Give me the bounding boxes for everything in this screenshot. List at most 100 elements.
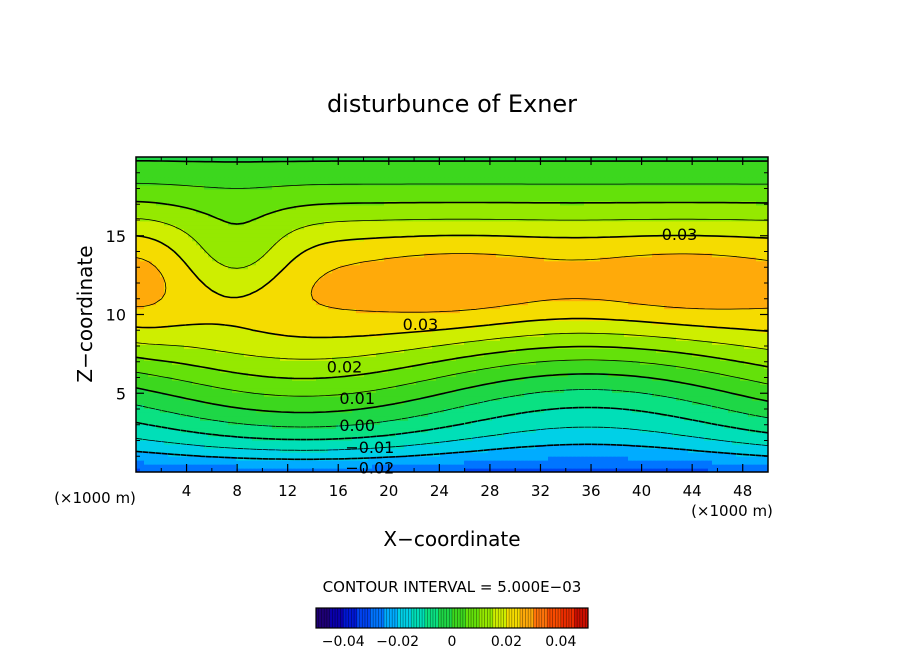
- field-cell: [640, 448, 645, 453]
- field-cell: [172, 456, 177, 461]
- field-cell: [676, 400, 681, 405]
- field-cell: [356, 432, 361, 437]
- field-cell: [336, 400, 341, 405]
- field-cell: [148, 408, 153, 413]
- field-cell: [368, 392, 373, 397]
- field-cell: [348, 360, 353, 365]
- field-cell: [460, 420, 465, 425]
- field-cell: [364, 436, 369, 441]
- field-cell: [360, 376, 365, 381]
- field-cell: [352, 364, 357, 369]
- field-cell: [176, 412, 181, 417]
- field-cell: [280, 388, 285, 393]
- field-cell: [684, 432, 689, 437]
- field-cell: [452, 452, 457, 457]
- field-cell: [412, 412, 417, 417]
- field-cell: [400, 460, 405, 465]
- field-cell: [532, 380, 537, 385]
- field-cell: [732, 404, 737, 409]
- field-cell: [144, 416, 149, 421]
- field-cell: [444, 396, 449, 401]
- field-cell: [716, 468, 721, 472]
- field-cell: [512, 352, 517, 357]
- field-cell: [152, 344, 157, 349]
- field-cell: [268, 440, 273, 445]
- field-cell: [328, 368, 333, 373]
- field-cell: [440, 436, 445, 441]
- field-cell: [268, 448, 273, 453]
- field-cell: [756, 416, 761, 421]
- field-cell: [468, 464, 473, 469]
- field-cell: [212, 344, 217, 349]
- field-cell: [148, 452, 153, 457]
- field-cell: [720, 452, 725, 457]
- field-cell: [636, 352, 641, 357]
- field-cell: [392, 352, 397, 357]
- field-cell: [616, 408, 621, 413]
- field-cell: [620, 384, 625, 389]
- field-cell: [220, 380, 225, 385]
- field-cell: [272, 444, 277, 449]
- field-cell: [484, 444, 489, 449]
- field-cell: [228, 360, 233, 365]
- field-cell: [636, 428, 641, 433]
- field-cell: [440, 388, 445, 393]
- field-cell: [188, 384, 193, 389]
- field-cell: [576, 376, 581, 381]
- field-cell: [252, 364, 257, 369]
- field-cell: [764, 448, 768, 453]
- field-cell: [252, 424, 257, 429]
- field-cell: [500, 360, 505, 365]
- field-cell: [692, 384, 697, 389]
- field-cell: [568, 408, 573, 413]
- field-cell: [304, 468, 309, 472]
- field-cell: [616, 460, 621, 465]
- field-cell: [732, 420, 737, 425]
- field-cell: [568, 440, 573, 445]
- field-cell: [596, 456, 601, 461]
- field-cell: [164, 468, 169, 472]
- field-cell: [540, 372, 545, 377]
- field-cell: [640, 400, 645, 405]
- field-cell: [592, 408, 597, 413]
- field-cell: [272, 416, 277, 421]
- field-cell: [228, 432, 233, 437]
- field-cell: [380, 408, 385, 413]
- field-cell: [452, 468, 457, 472]
- field-cell: [704, 448, 709, 453]
- field-cell: [172, 424, 177, 429]
- field-cell: [292, 436, 297, 441]
- field-cell: [576, 448, 581, 453]
- field-cell: [308, 440, 313, 445]
- field-cell: [264, 356, 269, 361]
- field-cell: [492, 356, 497, 361]
- field-cell: [472, 372, 477, 377]
- field-cell: [176, 436, 181, 441]
- field-cell: [212, 388, 217, 393]
- field-cell: [424, 440, 429, 445]
- field-cell: [308, 356, 313, 361]
- field-cell: [540, 448, 545, 453]
- field-cell: [276, 368, 281, 373]
- field-cell: [176, 432, 181, 437]
- field-cell: [228, 348, 233, 353]
- field-cell: [480, 348, 485, 353]
- field-cell: [464, 368, 469, 373]
- field-cell: [532, 392, 537, 397]
- field-cell: [548, 352, 553, 357]
- field-cell: [468, 432, 473, 437]
- field-cell: [432, 448, 437, 453]
- field-cell: [148, 344, 153, 349]
- field-cell: [304, 360, 309, 365]
- field-cell: [576, 416, 581, 421]
- field-cell: [188, 400, 193, 405]
- field-cell: [716, 408, 721, 413]
- field-cell: [612, 448, 617, 453]
- field-cell: [648, 372, 653, 377]
- field-cell: [680, 396, 685, 401]
- field-cell: [220, 396, 225, 401]
- field-cell: [168, 388, 173, 393]
- field-cell: [680, 436, 685, 441]
- field-cell: [572, 356, 577, 361]
- field-cell: [224, 408, 229, 413]
